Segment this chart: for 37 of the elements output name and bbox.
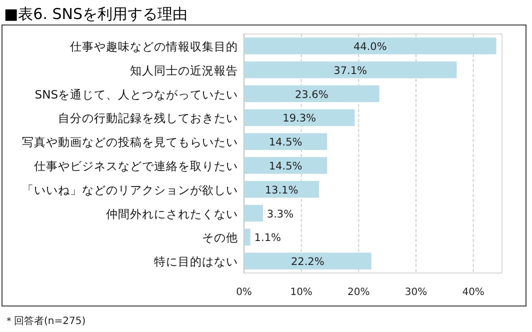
y-tick-label: SNSを通じて、人とつながっていたい bbox=[34, 87, 238, 102]
y-tick-label: 仕事や趣味などの情報収集目的 bbox=[69, 39, 238, 54]
bar bbox=[244, 109, 355, 126]
data-label: 23.6% bbox=[294, 88, 328, 101]
data-label: 14.5% bbox=[268, 160, 302, 172]
bar bbox=[244, 204, 263, 222]
data-label: 22.2% bbox=[290, 256, 324, 268]
bar bbox=[244, 38, 496, 54]
y-tick-label: 特に目的はない bbox=[154, 254, 238, 269]
data-label: 3.3% bbox=[266, 208, 294, 220]
data-label: 19.3% bbox=[282, 112, 316, 125]
x-tick-label: 40% bbox=[462, 287, 484, 298]
y-tick-label: その他 bbox=[202, 230, 238, 245]
y-tick-label: 自分の行動記録を残しておきたい bbox=[58, 111, 238, 126]
bar bbox=[244, 157, 328, 174]
data-label: 1.1% bbox=[254, 232, 282, 244]
data-label: 44.0% bbox=[353, 40, 387, 53]
bar bbox=[244, 133, 328, 150]
bar bbox=[244, 252, 372, 270]
data-label: 14.5% bbox=[268, 136, 302, 149]
bar bbox=[244, 61, 457, 78]
y-tick-label: 仕事やビジネスなどで連絡を取りたい bbox=[33, 158, 238, 173]
y-tick-label: 知人同士の近況報告 bbox=[130, 63, 238, 78]
text: ＊回答者(n=275) bbox=[4, 315, 86, 327]
x-tick-label: 30% bbox=[404, 287, 428, 298]
x-tick-label: 20% bbox=[348, 287, 370, 298]
bar bbox=[244, 228, 250, 246]
x-tick-label: 10% bbox=[290, 287, 312, 298]
bar bbox=[244, 180, 320, 198]
text: ■表6. SNSを利用する理由 bbox=[4, 5, 188, 23]
y-tick-label: 写真や動画などの投稿を見てもらいたい bbox=[22, 135, 238, 150]
x-tick-label: 0% bbox=[236, 287, 252, 298]
data-label: 37.1% bbox=[334, 64, 368, 77]
bar bbox=[244, 85, 380, 102]
y-tick-label: 仲間外れにされたくない bbox=[106, 206, 238, 221]
data-label: 13.1% bbox=[264, 184, 298, 196]
y-tick-label: 「いいね」などのリアクションが欲しい bbox=[22, 182, 238, 197]
